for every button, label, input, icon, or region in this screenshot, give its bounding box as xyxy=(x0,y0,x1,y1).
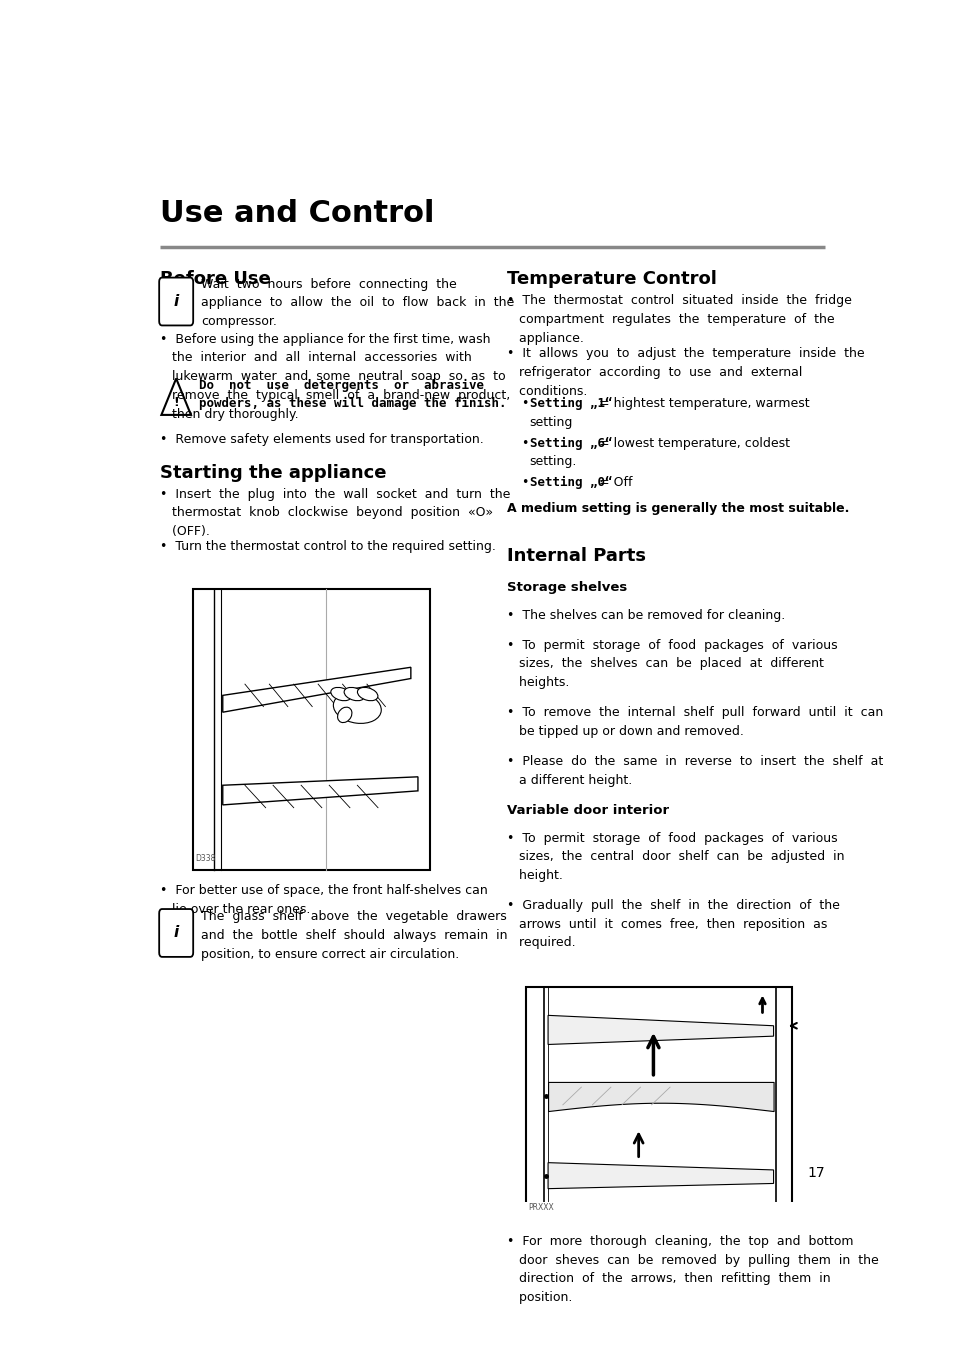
Text: Variable door interior: Variable door interior xyxy=(507,804,669,816)
Text: powders, as these will damage the finish.: powders, as these will damage the finish… xyxy=(199,397,506,411)
Text: •: • xyxy=(520,397,528,411)
Text: !: ! xyxy=(173,396,179,409)
Text: D338: D338 xyxy=(195,854,215,863)
Text: Temperature Control: Temperature Control xyxy=(507,270,717,288)
Text: •  It  allows  you  to  adjust  the  temperature  inside  the: • It allows you to adjust the temperatur… xyxy=(507,347,864,361)
FancyBboxPatch shape xyxy=(159,277,193,326)
Text: = hightest temperature, warmest: = hightest temperature, warmest xyxy=(594,397,808,411)
Text: appliance.: appliance. xyxy=(507,332,583,345)
Polygon shape xyxy=(222,667,411,712)
Text: •  To  permit  storage  of  food  packages  of  various: • To permit storage of food packages of … xyxy=(507,639,837,651)
Text: •  Gradually  pull  the  shelf  in  the  direction  of  the: • Gradually pull the shelf in the direct… xyxy=(507,898,840,912)
Text: Setting „1“: Setting „1“ xyxy=(529,397,612,411)
Bar xyxy=(525,988,791,1216)
Text: i: i xyxy=(173,925,178,940)
Text: •: • xyxy=(520,436,528,450)
Text: sizes,  the  central  door  shelf  can  be  adjusted  in: sizes, the central door shelf can be adj… xyxy=(507,850,844,863)
Text: •  To  remove  the  internal  shelf  pull  forward  until  it  can: • To remove the internal shelf pull forw… xyxy=(507,707,882,719)
Text: •  The shelves can be removed for cleaning.: • The shelves can be removed for cleanin… xyxy=(507,609,785,621)
Text: conditions.: conditions. xyxy=(507,385,587,397)
Text: refrigerator  according  to  use  and  external: refrigerator according to use and extern… xyxy=(507,366,801,380)
Ellipse shape xyxy=(344,688,364,701)
Text: lie over the rear ones.: lie over the rear ones. xyxy=(160,902,310,916)
Text: = lowest temperature, coldest: = lowest temperature, coldest xyxy=(594,436,789,450)
Bar xyxy=(193,589,429,870)
Text: remove  the  typical  smell  of  a  brand-new  product,: remove the typical smell of a brand-new … xyxy=(160,389,510,401)
Text: height.: height. xyxy=(507,869,562,882)
Ellipse shape xyxy=(331,688,351,701)
Polygon shape xyxy=(547,1163,773,1189)
Text: •  The  thermostat  control  situated  inside  the  fridge: • The thermostat control situated inside… xyxy=(507,295,851,307)
Text: be tipped up or down and removed.: be tipped up or down and removed. xyxy=(507,725,743,738)
Text: •: • xyxy=(520,476,528,489)
Text: arrows  until  it  comes  free,  then  reposition  as: arrows until it comes free, then reposit… xyxy=(507,917,827,931)
Text: Setting „6“: Setting „6“ xyxy=(529,436,612,450)
Text: thermostat  knob  clockwise  beyond  position  «O»: thermostat knob clockwise beyond positio… xyxy=(160,507,493,519)
Text: Wait  two  hours  before  connecting  the: Wait two hours before connecting the xyxy=(201,277,456,290)
Text: Setting „0“: Setting „0“ xyxy=(529,476,612,489)
Polygon shape xyxy=(547,1016,773,1044)
Text: •  For  more  thorough  cleaning,  the  top  and  bottom: • For more thorough cleaning, the top an… xyxy=(507,1235,853,1248)
Text: •  To  permit  storage  of  food  packages  of  various: • To permit storage of food packages of … xyxy=(507,832,837,844)
Text: Storage shelves: Storage shelves xyxy=(507,581,627,593)
Polygon shape xyxy=(222,777,417,805)
Text: appliance  to  allow  the  oil  to  flow  back  in  the: appliance to allow the oil to flow back … xyxy=(201,296,514,309)
Text: PRXXX: PRXXX xyxy=(528,1202,554,1212)
Text: i: i xyxy=(173,295,178,309)
Text: position, to ensure correct air circulation.: position, to ensure correct air circulat… xyxy=(201,947,459,961)
Text: The  glass  shelf  above  the  vegetable  drawers: The glass shelf above the vegetable draw… xyxy=(201,911,507,923)
Text: and  the  bottle  shelf  should  always  remain  in: and the bottle shelf should always remai… xyxy=(201,928,507,942)
Text: setting.: setting. xyxy=(529,455,577,469)
Text: heights.: heights. xyxy=(507,677,569,689)
Text: required.: required. xyxy=(507,936,576,950)
Text: compartment  regulates  the  temperature  of  the: compartment regulates the temperature of… xyxy=(507,313,834,326)
Text: •  Insert  the  plug  into  the  wall  socket  and  turn  the: • Insert the plug into the wall socket a… xyxy=(160,488,510,501)
Text: then dry thoroughly.: then dry thoroughly. xyxy=(160,408,298,420)
Ellipse shape xyxy=(333,692,381,723)
Ellipse shape xyxy=(337,707,352,723)
Text: Do  not  use  detergents  or  abrasive: Do not use detergents or abrasive xyxy=(199,378,483,392)
Text: A medium setting is generally the most suitable.: A medium setting is generally the most s… xyxy=(507,503,849,515)
Text: Starting the appliance: Starting the appliance xyxy=(160,463,386,482)
Text: door  sheves  can  be  removed  by  pulling  them  in  the: door sheves can be removed by pulling th… xyxy=(507,1254,879,1267)
Text: lukewarm  water  and  some  neutral  soap  so  as  to: lukewarm water and some neutral soap so … xyxy=(160,370,505,384)
Text: Before Use: Before Use xyxy=(160,270,271,288)
Text: = Off: = Off xyxy=(594,476,632,489)
Text: (OFF).: (OFF). xyxy=(160,526,210,538)
Text: compressor.: compressor. xyxy=(201,315,277,328)
Text: direction  of  the  arrows,  then  refitting  them  in: direction of the arrows, then refitting … xyxy=(507,1273,830,1285)
Text: •  Please  do  the  same  in  reverse  to  insert  the  shelf  at: • Please do the same in reverse to inser… xyxy=(507,755,882,767)
Text: •  Before using the appliance for the first time, wash: • Before using the appliance for the fir… xyxy=(160,332,490,346)
Text: •  Remove safety elements used for transportation.: • Remove safety elements used for transp… xyxy=(160,432,483,446)
Text: •  Turn the thermostat control to the required setting.: • Turn the thermostat control to the req… xyxy=(160,540,496,553)
FancyBboxPatch shape xyxy=(159,909,193,957)
Text: •  For better use of space, the front half-shelves can: • For better use of space, the front hal… xyxy=(160,884,487,897)
Text: sizes,  the  shelves  can  be  placed  at  different: sizes, the shelves can be placed at diff… xyxy=(507,658,823,670)
Text: setting: setting xyxy=(529,416,573,430)
Text: 17: 17 xyxy=(807,1166,824,1179)
Text: Use and Control: Use and Control xyxy=(160,199,434,227)
Text: position.: position. xyxy=(507,1292,572,1304)
Ellipse shape xyxy=(357,688,377,701)
Text: a different height.: a different height. xyxy=(507,774,632,786)
Text: the  interior  and  all  internal  accessories  with: the interior and all internal accessorie… xyxy=(160,351,471,365)
Text: Internal Parts: Internal Parts xyxy=(507,547,646,565)
